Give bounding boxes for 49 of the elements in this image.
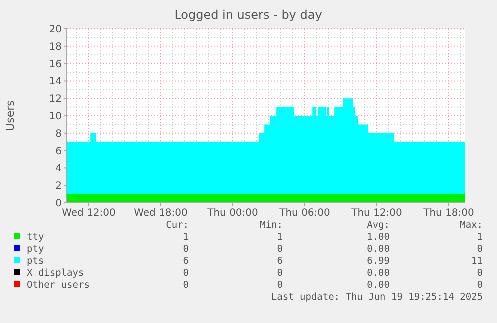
text: 6.99 [367,256,390,267]
text: Min: [260,220,283,231]
y-axis-title: Users [4,100,17,132]
legend-label: pty [27,244,44,255]
legend-label: pts [27,256,44,267]
y-tick-label: 16 [49,59,62,70]
x-tick-label: Thu 18:00 [422,208,474,219]
text: 0 [277,268,284,279]
text: 1 [183,232,190,243]
text: Avg: [367,220,390,231]
x-tick-label: Wed 12:00 [62,208,116,219]
y-tick-label: 0 [56,198,62,210]
text: 0 [183,268,190,279]
text: 0.00 [367,244,390,255]
text: Last update: Thu Jun 19 19:25:14 2025 [271,292,483,303]
y-tick-label: 20 [49,24,62,36]
text: 0 [477,268,484,279]
text: 1 [477,232,484,243]
text: 0 [477,280,484,291]
legend-label: Other users [27,280,90,291]
text: Cur: [166,220,189,231]
text: 0.00 [367,280,390,291]
text: Max: [460,220,483,231]
x-tick-label: Thu 06:00 [278,208,330,219]
y-tick-label: 10 [49,112,62,122]
y-tick-label: 12 [49,94,62,106]
text: 0.00 [367,268,390,279]
text: 0 [183,280,190,291]
y-tick-label: 14 [49,76,62,88]
x-tick-label: Thu 12:00 [350,208,402,219]
y-tick-label: 18 [49,42,62,53]
chart-title: Logged in users - by day [174,8,322,22]
y-tick-label: 4 [56,164,62,175]
text: 0 [183,244,190,255]
text: 6 [183,256,190,267]
y-tick-label: 8 [56,128,62,140]
y-tick-label: 6 [56,146,62,158]
x-tick-label: Wed 18:00 [134,208,188,219]
legend-label: tty [27,232,44,243]
text: 0 [277,280,284,291]
text: 11 [472,256,484,267]
x-tick-label: Thu 00:00 [206,208,258,219]
text: 0 [277,244,284,255]
legend-label: X displays [27,268,84,279]
text: 1 [277,232,284,243]
text: 6 [277,256,284,267]
y-tick-label: 2 [56,181,62,192]
text: 0 [477,244,484,255]
text: 1.00 [367,232,390,243]
